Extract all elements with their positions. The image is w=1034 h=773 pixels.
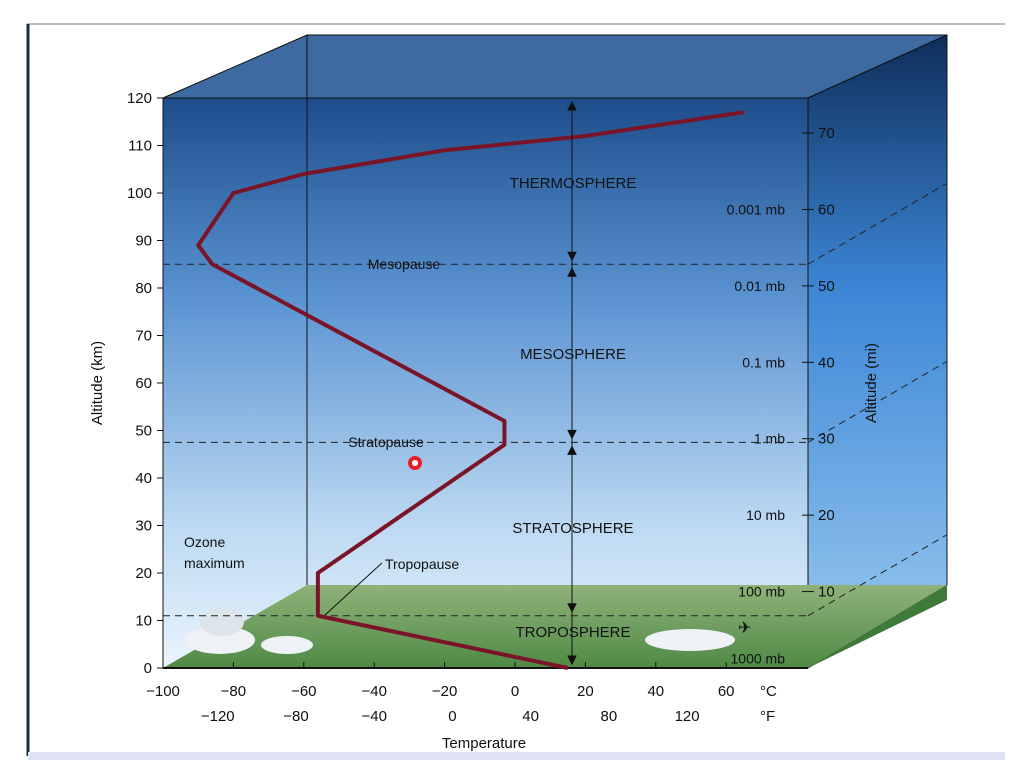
label-stratopause: Stratopause: [348, 434, 424, 450]
left-axis-title: Altitude (km): [89, 341, 106, 425]
cloud-icon: [200, 608, 244, 636]
mi-tick-label: 50: [818, 278, 835, 295]
arrowhead-icon: [567, 603, 577, 613]
label-ozone-maximum: maximum: [184, 555, 245, 571]
arrowhead-icon: [567, 251, 577, 262]
bottom-band: [28, 752, 1005, 760]
pressure-label: 1 mb: [754, 431, 785, 447]
tropopause-pointer: [324, 562, 383, 616]
mi-tick-label: 40: [818, 354, 835, 371]
km-tick-label: 70: [135, 328, 152, 345]
fahrenheit-tick-label: 0: [448, 708, 456, 725]
pressure-label: 0.01 mb: [734, 278, 785, 294]
cloud-icon: [645, 629, 735, 651]
temperature-profile-line: [196, 110, 745, 670]
arrowhead-icon: [567, 429, 577, 440]
celsius-tick-label: 20: [577, 683, 594, 700]
fahrenheit-tick-label: 120: [675, 708, 700, 725]
cloud-icon: [261, 636, 313, 654]
celsius-tick-label: 40: [647, 683, 664, 700]
celsius-tick-label: 0: [511, 683, 519, 700]
label-troposphere: TROPOSPHERE: [515, 624, 630, 641]
label-ozone: Ozone: [184, 534, 225, 550]
celsius-tick-label: −60: [291, 683, 316, 700]
mi-tick-label: 30: [818, 431, 835, 448]
cursor-marker-center: [412, 460, 418, 466]
arrowhead-icon: [567, 445, 577, 455]
km-tick-label: 30: [135, 518, 152, 535]
celsius-tick-label: 60: [718, 683, 735, 700]
fahrenheit-tick-label: −40: [361, 708, 386, 725]
mi-tick-label: 20: [818, 507, 835, 524]
km-tick-label: 50: [135, 423, 152, 440]
km-tick-label: 120: [127, 90, 152, 107]
label-mesopause: Mesopause: [368, 256, 441, 272]
arrowhead-icon: [567, 655, 577, 666]
mi-tick-label: 70: [818, 125, 835, 142]
arrowhead-icon: [567, 267, 577, 277]
pressure-label: 10 mb: [746, 507, 785, 523]
km-tick-label: 110: [128, 138, 152, 155]
km-tick-label: 40: [135, 470, 152, 487]
label-thermosphere: THERMOSPHERE: [510, 175, 637, 192]
label-tropopause: Tropopause: [385, 556, 459, 572]
clouds: ✈: [185, 608, 751, 654]
celsius-tick-label: −40: [361, 683, 386, 700]
celsius-tick-label: −80: [221, 683, 246, 700]
pressure-label: 1000 mb: [731, 651, 786, 667]
km-tick-label: 20: [135, 565, 152, 582]
cloud-icon: [185, 626, 255, 654]
pressure-label: 0.001 mb: [727, 201, 786, 217]
fahrenheit-unit: °F: [760, 708, 775, 725]
mi-tick-label: 60: [818, 201, 835, 218]
arrowhead-icon: [567, 100, 577, 111]
km-tick-label: 90: [135, 233, 152, 250]
fahrenheit-tick-label: 40: [522, 708, 539, 725]
tropopause-line-side: [807, 534, 948, 617]
x-axis-title: Temperature: [442, 735, 526, 752]
km-tick-label: 60: [135, 375, 152, 392]
km-tick-label: 100: [127, 185, 152, 202]
fahrenheit-tick-label: 80: [601, 708, 618, 725]
label-stratosphere: STRATOSPHERE: [512, 520, 633, 537]
right-axis-title: Altitude (mi): [863, 343, 880, 423]
km-tick-label: 10: [135, 613, 152, 630]
km-tick-label: 0: [144, 660, 152, 677]
layer-arrows: [567, 100, 577, 666]
mesopause-line-side: [807, 182, 948, 265]
ground-plane: [163, 585, 947, 668]
box-front-face: [162, 97, 809, 669]
celsius-unit: °C: [760, 683, 777, 700]
fahrenheit-tick-label: −120: [201, 708, 235, 725]
celsius-tick-label: −20: [432, 683, 457, 700]
celsius-tick-label: −100: [146, 683, 180, 700]
airplane-icon: ✈: [738, 620, 751, 637]
km-tick-label: 80: [135, 280, 152, 297]
mi-tick-label: 10: [818, 584, 835, 601]
label-mesosphere: MESOSPHERE: [520, 346, 626, 363]
pressure-label: 0.1 mb: [742, 354, 785, 370]
ground-side: [808, 585, 947, 668]
stratopause-line-side: [807, 360, 948, 443]
pressure-label: 100 mb: [738, 584, 785, 600]
fahrenheit-tick-label: −80: [283, 708, 308, 725]
